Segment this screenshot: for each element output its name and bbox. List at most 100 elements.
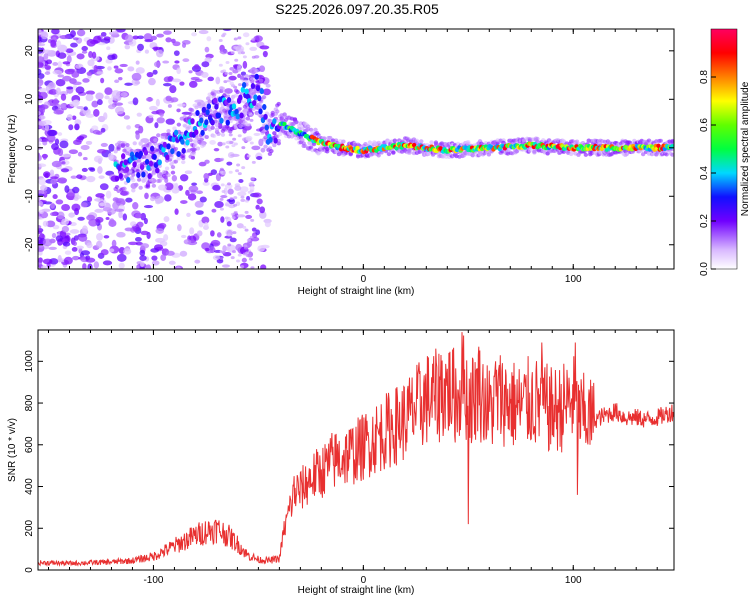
- spectrogram-noise-blob: [61, 218, 70, 226]
- spectrogram-noise-blob: [38, 236, 43, 244]
- spectrogram-noise-blob: [245, 135, 253, 141]
- spectrogram-noise-blob: [55, 199, 64, 205]
- spectrogram-ridge-cell: [264, 124, 269, 131]
- spectrogram-noise-blob: [62, 241, 71, 247]
- spectrogram-noise-blob: [198, 161, 207, 167]
- spectrogram-noise-blob: [227, 243, 232, 247]
- spectrogram-noise-blob: [174, 208, 179, 215]
- spectrogram-noise-blob: [241, 257, 247, 263]
- spectrogram-noise-blob: [108, 248, 115, 253]
- spectrogram-noise-blob: [201, 216, 210, 224]
- spectrogram-noise-blob: [194, 200, 204, 208]
- spectrogram-noise-blob: [138, 125, 144, 134]
- spectrogram-halo: [170, 165, 176, 170]
- spectrogram-ridge-cell: [355, 145, 360, 151]
- spectrogram-noise-blob: [132, 35, 139, 40]
- spectrogram-halo: [194, 105, 199, 110]
- spectrogram-halo: [181, 160, 186, 165]
- spectrogram-noise-blob: [159, 240, 168, 247]
- spectrogram-noise-blob: [212, 255, 221, 261]
- spectrogram-noise-blob: [122, 213, 128, 221]
- spectrogram-noise-blob: [52, 62, 59, 66]
- spectrogram-noise-blob: [226, 79, 231, 83]
- spectrogram-noise-blob: [213, 147, 220, 152]
- spectrogram-noise-blob: [70, 30, 76, 38]
- spectrogram-halo: [138, 185, 143, 190]
- spectrogram-ridge-cell: [146, 164, 151, 171]
- spectrogram-noise-blob: [38, 209, 44, 215]
- spectrogram-noise-blob: [250, 177, 255, 181]
- chart-title: S225.2026.097.20.35.R05: [275, 1, 439, 17]
- spectrogram-ridge-cell: [126, 176, 131, 183]
- spectrogram-halo: [220, 132, 226, 137]
- spectrogram-noise-blob: [226, 161, 233, 166]
- spectrogram-noise-blob: [118, 76, 123, 81]
- snr-y-axis-label: SNR (10 * v/v): [7, 418, 18, 482]
- spectrogram-noise-blob: [77, 216, 85, 221]
- spectrogram-noise-blob: [245, 42, 250, 46]
- spectrogram-ridge-cell: [262, 103, 267, 110]
- spectrogram-noise-blob: [76, 245, 84, 250]
- spectrogram-noise-blob: [50, 178, 57, 185]
- spectrogram-noise-blob: [179, 250, 188, 257]
- spectrogram-noise-blob: [227, 233, 232, 237]
- spectrogram-ridge-cell: [139, 164, 145, 171]
- spectrogram-noise-blob: [150, 35, 157, 41]
- spectrogram-noise-blob: [194, 259, 201, 264]
- spectrogram-noise-blob: [217, 141, 223, 147]
- spectrogram-noise-blob: [177, 224, 182, 232]
- spectrogram-noise-blob: [184, 170, 193, 175]
- spectrogram-noise-blob: [87, 59, 95, 67]
- spectrogram-halo: [172, 126, 177, 131]
- spectrogram-noise-blob: [151, 110, 160, 115]
- spectrogram-halo: [182, 123, 187, 128]
- spectrogram-noise-blob: [227, 188, 234, 195]
- spectrogram-noise-blob: [86, 214, 96, 221]
- spectrogram-noise-blob: [55, 87, 61, 96]
- spectrogram-noise-blob: [182, 58, 190, 62]
- spectrogram-noise-blob: [145, 264, 152, 269]
- spectrogram-noise-blob: [97, 166, 103, 174]
- spectrogram-ridge-cell: [259, 88, 264, 95]
- colorbar-ticks: 0.0 0.2 0.4 0.6 0.8: [699, 70, 716, 276]
- spectrogram-noise-blob: [220, 216, 225, 223]
- spectrogram-ridge-cell: [136, 171, 141, 178]
- spectrogram-noise-blob: [85, 257, 96, 263]
- spectrogram-noise-blob: [174, 60, 180, 64]
- spectrogram-noise-blob: [42, 220, 49, 227]
- spectrogram-halo: [188, 112, 193, 117]
- spectrogram-halo: [258, 78, 264, 83]
- spectrogram-halo: [272, 143, 277, 148]
- spectrogram-noise-blob: [77, 151, 83, 157]
- spectrogram-noise-blob: [262, 88, 271, 96]
- spectrogram-halo: [170, 143, 176, 148]
- spectrogram-noise-blob: [191, 182, 198, 186]
- spectrogram-noise-blob: [236, 223, 244, 229]
- spectrogram-noise-blob: [140, 261, 145, 268]
- spectrogram-halo: [176, 156, 182, 161]
- spectrogram-x-axis-label: Height of straight line (km): [298, 286, 415, 297]
- spectrogram-noise-blob: [51, 29, 60, 35]
- spectrogram-noise-blob: [225, 203, 230, 207]
- spectrogram-halo: [235, 90, 240, 95]
- spectrogram-noise-blob: [91, 51, 97, 59]
- spectrogram-noise-blob: [60, 93, 67, 101]
- spectrogram-ridge-cell: [251, 99, 257, 106]
- spectrogram-halo: [125, 142, 130, 147]
- spectrogram-noise-blob: [148, 105, 158, 111]
- spectrogram-noise-blob: [219, 158, 224, 162]
- spectrogram-noise-blob: [65, 48, 74, 53]
- spectrogram-noise-blob: [95, 216, 104, 223]
- spectrogram-noise-blob: [231, 144, 236, 148]
- spectrogram-noise-blob: [59, 103, 66, 109]
- spectrogram-noise-blob: [224, 235, 233, 239]
- spectrogram-noise-blob: [128, 241, 138, 246]
- spectrogram-noise-blob: [38, 196, 41, 202]
- spectrogram-halo: [640, 152, 646, 157]
- spectrogram-noise-blob: [163, 216, 170, 223]
- spectrogram-noise-blob: [83, 106, 88, 111]
- spectrogram-noise-blob: [227, 182, 232, 186]
- spectrogram-noise-blob: [226, 221, 232, 227]
- spectrogram-noise-blob: [251, 227, 257, 232]
- spectrogram-noise-blob: [57, 52, 67, 59]
